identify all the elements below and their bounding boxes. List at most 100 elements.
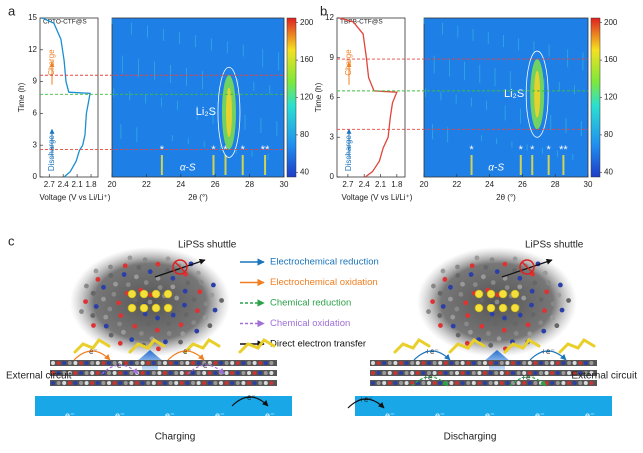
layer-atom (527, 381, 532, 385)
sulfur (486, 289, 496, 299)
layer-atom (163, 371, 167, 375)
layer-atom (555, 361, 560, 365)
x-tick-label: 30 (584, 180, 593, 189)
layer-atom (140, 371, 145, 375)
layer-atom (415, 361, 420, 365)
atom (155, 275, 161, 281)
atom (542, 308, 547, 314)
shuttle-label: LiPSs shuttle (178, 240, 237, 251)
y-tick-label: 6 (330, 93, 335, 102)
li2s-outline (525, 50, 549, 138)
atom (481, 274, 486, 280)
atom (108, 264, 113, 270)
peak-streak (241, 155, 244, 175)
layer-atom (555, 381, 560, 385)
layer-atom (174, 361, 179, 365)
layer-atom (118, 371, 123, 375)
layer-atom (477, 371, 482, 375)
layer-atom (533, 381, 538, 385)
layer-atom (471, 361, 476, 365)
layer-atom (522, 371, 527, 375)
atom (438, 323, 443, 328)
atom (469, 263, 475, 269)
layer-atom (202, 381, 207, 385)
layer-atom (583, 371, 588, 375)
bar-electron: e⁻ (215, 410, 225, 420)
atom (142, 257, 148, 263)
bar-electron: e⁻ (585, 410, 595, 420)
atom (472, 282, 478, 288)
layer-atom (224, 371, 229, 375)
atom (455, 264, 460, 270)
peak-streak (531, 155, 534, 175)
layer-atom (235, 381, 240, 385)
polysulfide (73, 338, 111, 354)
atom (90, 313, 96, 318)
layer-atom (393, 361, 398, 365)
layer-atom (544, 371, 549, 375)
layer-atom (168, 361, 173, 365)
peak-label: ** (261, 144, 270, 156)
sulfur (139, 289, 149, 299)
shuttle-label: LiPSs shuttle (525, 240, 584, 251)
atom (454, 306, 460, 312)
atom (134, 274, 139, 280)
layer-atom (112, 361, 117, 365)
layer-atom (572, 361, 577, 365)
atom (118, 313, 124, 318)
sulfur (151, 289, 161, 299)
layer-atom (427, 371, 431, 375)
layer-atom (140, 381, 145, 385)
atom (203, 315, 208, 321)
atom (117, 340, 123, 346)
plot-frame (39, 17, 99, 178)
electron-label: -e⁻ (200, 361, 211, 370)
atom (502, 315, 507, 321)
layer-atom (550, 371, 555, 375)
charge-label: Charge (344, 49, 353, 76)
peak-label: * (546, 144, 551, 156)
peak-label: * (530, 144, 535, 156)
peak-label: ** (559, 144, 568, 156)
atom (101, 284, 106, 290)
layer-atom (387, 361, 392, 365)
polysulfide (238, 338, 276, 354)
atom (108, 332, 114, 338)
layer-atom (263, 371, 268, 375)
layer-atom (157, 381, 162, 385)
x-tick-label: 20 (420, 180, 429, 189)
atom (489, 311, 495, 317)
layer-atom (230, 371, 235, 375)
layer-atom (51, 371, 55, 375)
atom (108, 273, 114, 278)
x-tick-label: 26 (518, 180, 527, 189)
layer-atom (505, 361, 510, 365)
atom (556, 292, 562, 298)
atom (103, 323, 109, 329)
layer-atom (185, 381, 190, 385)
layer-atom (252, 361, 257, 365)
atom (483, 264, 489, 270)
layer-atom (438, 371, 443, 375)
atom (437, 290, 443, 296)
no-slash (521, 261, 533, 273)
atom (155, 315, 160, 321)
sulfur (474, 289, 484, 299)
layer-atom (224, 361, 229, 365)
atom (554, 323, 560, 329)
transfer-arrow (187, 364, 225, 375)
atom (195, 270, 201, 276)
layer-atom (544, 381, 549, 385)
layer-atom (101, 361, 106, 365)
atom (132, 297, 138, 303)
layer-atom (578, 361, 583, 365)
layer-atom (263, 361, 268, 365)
layer-atom (399, 381, 403, 385)
layer-atom (168, 371, 173, 375)
layer-atom (561, 371, 566, 375)
layer-atom (572, 381, 577, 385)
layer-atom (213, 371, 218, 375)
layer-atom (84, 371, 89, 375)
atom (559, 307, 565, 313)
